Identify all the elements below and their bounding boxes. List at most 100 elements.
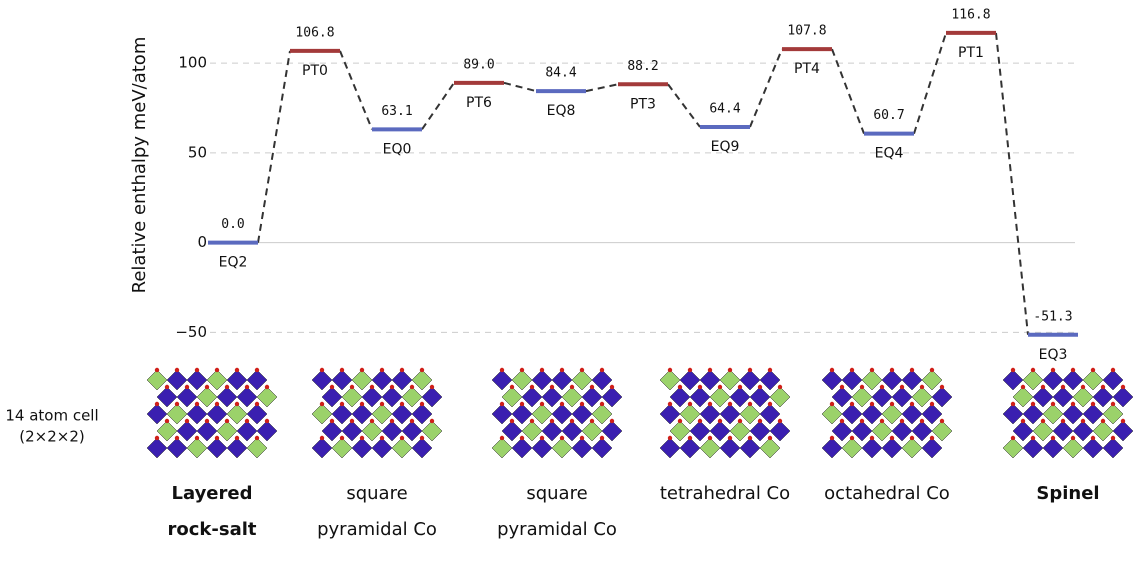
polyhedron-blue xyxy=(1092,386,1114,408)
connector xyxy=(913,32,947,134)
atom xyxy=(174,367,180,373)
polyhedron-blue xyxy=(679,437,701,459)
polyhedron-blue xyxy=(841,369,863,391)
polyhedron-blue xyxy=(1052,420,1074,442)
atom xyxy=(697,384,703,390)
polyhedron-blue xyxy=(551,403,573,425)
atom xyxy=(174,401,180,407)
atom xyxy=(154,367,160,373)
connector xyxy=(995,32,1029,335)
atom xyxy=(777,418,783,424)
atom xyxy=(329,384,335,390)
polyhedron-blue xyxy=(1042,369,1064,391)
structure-label: octahedral Co xyxy=(824,483,950,504)
polyhedron-blue xyxy=(371,369,393,391)
atom xyxy=(339,367,345,373)
polyhedron-green xyxy=(361,420,383,442)
structure-label: square xyxy=(346,483,407,504)
atom xyxy=(889,435,895,441)
atom xyxy=(869,435,875,441)
atom xyxy=(579,435,585,441)
connector xyxy=(831,48,865,135)
atom xyxy=(717,384,723,390)
atom xyxy=(919,418,925,424)
atom xyxy=(1080,384,1086,390)
polyhedron-green xyxy=(351,369,373,391)
polyhedron-green xyxy=(871,420,893,442)
atom xyxy=(909,367,915,373)
atom xyxy=(194,401,200,407)
atom xyxy=(727,367,733,373)
cell-note: 14 atom cell xyxy=(5,407,98,425)
state-label: EQ9 xyxy=(711,139,740,155)
atom xyxy=(1020,384,1026,390)
state-label: PT0 xyxy=(302,63,328,79)
polyhedron-blue xyxy=(531,369,553,391)
atom xyxy=(529,418,535,424)
polyhedron-blue xyxy=(851,420,873,442)
polyhedron-blue xyxy=(511,403,533,425)
polyhedron-blue xyxy=(341,420,363,442)
atom xyxy=(549,418,555,424)
atom xyxy=(599,435,605,441)
polyhedron-blue xyxy=(931,386,953,408)
polyhedron-blue xyxy=(1002,403,1024,425)
polyhedron-green xyxy=(216,420,238,442)
atom xyxy=(599,367,605,373)
polyhedron-blue xyxy=(216,386,238,408)
value-label: 60.7 xyxy=(873,108,904,123)
polyhedron-blue xyxy=(759,403,781,425)
atom xyxy=(1100,418,1106,424)
polyhedron-green xyxy=(841,437,863,459)
polyhedron-blue xyxy=(311,369,333,391)
structure-label: square xyxy=(526,483,587,504)
atom xyxy=(499,435,505,441)
atom xyxy=(777,384,783,390)
polyhedron-blue xyxy=(331,369,353,391)
polyhedron-green xyxy=(501,386,523,408)
polyhedron-green xyxy=(371,403,393,425)
polyhedron-green xyxy=(411,369,433,391)
atom xyxy=(389,418,395,424)
structure-label: rock-salt xyxy=(168,519,257,540)
polyhedron-blue xyxy=(1002,369,1024,391)
atom xyxy=(717,418,723,424)
connector xyxy=(749,48,783,128)
atom xyxy=(214,367,220,373)
atom xyxy=(1010,367,1016,373)
polyhedron-blue xyxy=(146,437,168,459)
polyhedron-blue xyxy=(659,437,681,459)
atom xyxy=(369,384,375,390)
polyhedron-green xyxy=(931,420,953,442)
polyhedron-blue xyxy=(206,437,228,459)
polyhedron-green xyxy=(1102,403,1124,425)
atom xyxy=(499,367,505,373)
polyhedron-green xyxy=(1002,437,1024,459)
atom xyxy=(747,401,753,407)
atom xyxy=(1070,367,1076,373)
polyhedron-green xyxy=(311,403,333,425)
polyhedron-blue xyxy=(256,420,278,442)
atom xyxy=(687,367,693,373)
atom xyxy=(429,384,435,390)
polyhedron-green xyxy=(821,403,843,425)
polyhedron-blue xyxy=(601,386,623,408)
polyhedron-blue xyxy=(321,420,343,442)
atom xyxy=(889,401,895,407)
atom xyxy=(609,418,615,424)
y-axis-label: Relative enthalpy meV/atom xyxy=(129,37,150,294)
polyhedron-green xyxy=(1022,369,1044,391)
atom xyxy=(1100,384,1106,390)
polyhedron-blue xyxy=(901,369,923,391)
polyhedron-blue xyxy=(236,420,258,442)
polyhedron-blue xyxy=(166,369,188,391)
polyhedron-green xyxy=(146,369,168,391)
polyhedron-blue xyxy=(1112,386,1134,408)
polyhedron-blue xyxy=(591,369,613,391)
y-tick-label: 0 xyxy=(197,233,207,251)
polyhedron-blue xyxy=(739,369,761,391)
atom xyxy=(409,418,415,424)
polyhedron-blue xyxy=(196,420,218,442)
atom xyxy=(609,384,615,390)
atom xyxy=(569,384,575,390)
